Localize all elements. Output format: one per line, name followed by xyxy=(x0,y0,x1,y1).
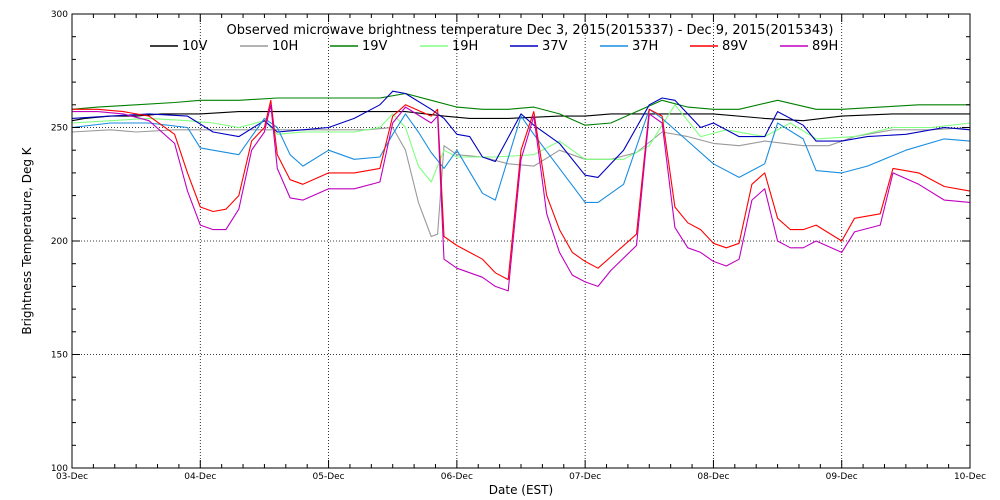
x-axis-label: Date (EST) xyxy=(489,483,553,497)
x-tick-label: 09-Dec xyxy=(826,472,858,482)
axis-ticks: 100 150 200 250 300 03-Dec 04-Dec 05-Dec 06-Dec 0… xyxy=(51,10,986,482)
legend-label-19h: 19H xyxy=(452,39,478,54)
y-tick-label: 150 xyxy=(51,351,68,361)
x-tick-label: 08-Dec xyxy=(697,472,729,482)
series-line-19v xyxy=(71,92,970,126)
series-lines xyxy=(71,90,971,292)
legend: 10V 10H 19V 19H 37V 37H 89V 89H xyxy=(150,39,838,54)
y-tick-label: 200 xyxy=(51,237,68,247)
y-axis-label: Brightness Temperature, Deg K xyxy=(20,146,34,334)
legend-label-10v: 10V xyxy=(182,39,208,54)
legend-label-37h: 37H xyxy=(632,39,658,54)
series-line-19h xyxy=(71,104,971,183)
series-line-89h xyxy=(72,104,971,292)
y-tick-label: 250 xyxy=(51,124,68,134)
x-tick-label: 03-Dec xyxy=(56,472,88,482)
series-line-89v xyxy=(72,99,971,281)
x-tick-label: 10-Dec xyxy=(954,472,986,482)
y-tick-label: 100 xyxy=(51,464,68,474)
series-line-10v xyxy=(71,111,970,122)
x-tick-label: 06-Dec xyxy=(441,472,473,482)
legend-label-10h: 10H xyxy=(272,39,298,54)
plot-frame xyxy=(71,13,971,469)
series-line-37h xyxy=(71,108,971,203)
legend-label-89v: 89V xyxy=(722,39,748,54)
x-tick-label: 04-Dec xyxy=(184,472,216,482)
x-tick-label: 07-Dec xyxy=(569,472,601,482)
grid xyxy=(72,14,970,468)
legend-label-19v: 19V xyxy=(362,39,388,54)
legend-label-89h: 89H xyxy=(812,39,838,54)
legend-label-37v: 37V xyxy=(542,39,568,54)
chart-title: Observed microwave brightness temperatur… xyxy=(227,23,834,38)
x-tick-label: 05-Dec xyxy=(313,472,345,482)
y-tick-label: 300 xyxy=(51,10,68,20)
series-line-10h xyxy=(71,126,971,238)
